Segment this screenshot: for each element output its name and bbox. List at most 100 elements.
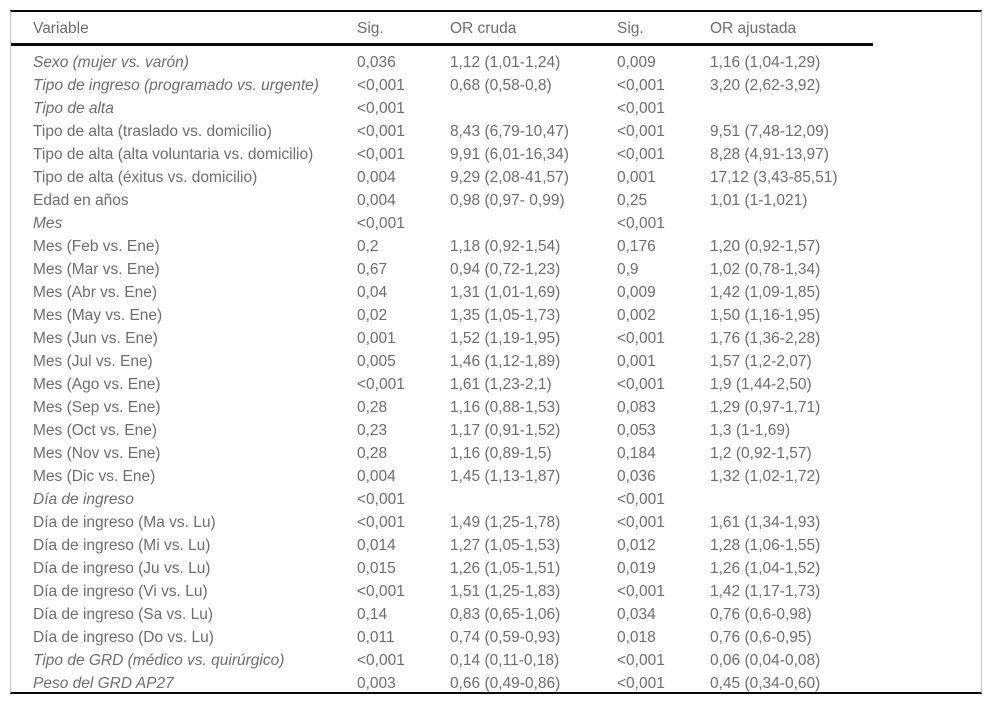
cell-or-ajustada: 1,32 (1,02-1,72) bbox=[710, 467, 821, 485]
cell-sig-ajustada: <0,001 bbox=[617, 214, 665, 232]
cell-or-ajustada: 1,28 (1,06-1,55) bbox=[710, 536, 821, 554]
cell-or-cruda: 1,17 (0,91-1,52) bbox=[450, 421, 561, 439]
cell-or-ajustada: 8,28 (4,91-13,97) bbox=[710, 145, 829, 163]
table-row: Mes (Sep vs. Ene) 0,28 1,16 (0,88-1,53) 0,0… bbox=[11, 396, 981, 419]
cell-or-cruda: 1,61 (1,23-2,1) bbox=[450, 375, 552, 393]
cell-variable: Mes (May vs. Ene) bbox=[33, 306, 163, 324]
cell-variable: Edad en años bbox=[33, 191, 129, 209]
cell-sig-ajustada: <0,001 bbox=[617, 99, 665, 117]
header-row: Variable Sig. OR cruda Sig. OR ajustada bbox=[11, 12, 981, 51]
cell-sig-cruda: 0,015 bbox=[357, 559, 396, 577]
cell-or-ajustada: 1,16 (1,04-1,29) bbox=[710, 53, 821, 71]
cell-or-cruda: 1,46 (1,12-1,89) bbox=[450, 352, 561, 370]
cell-variable: Día de ingreso (Ma vs. Lu) bbox=[33, 513, 216, 531]
cell-variable: Mes (Oct vs. Ene) bbox=[33, 421, 158, 439]
cell-variable: Día de ingreso (Ju vs. Lu) bbox=[33, 559, 211, 577]
cell-sig-cruda: 0,28 bbox=[357, 444, 388, 462]
table-row: Mes (Mar vs. Ene) 0,67 0,94 (0,72-1,23) 0,9… bbox=[11, 258, 981, 281]
cell-sig-cruda: 0,02 bbox=[357, 306, 388, 324]
cell-sig-ajustada: 0,184 bbox=[617, 444, 656, 462]
cell-or-cruda: 1,52 (1,19-1,95) bbox=[450, 329, 561, 347]
cell-sig-ajustada: <0,001 bbox=[617, 582, 665, 600]
cell-or-cruda bbox=[450, 97, 617, 120]
cell-or-ajustada: 1,76 (1,36-2,28) bbox=[710, 329, 821, 347]
cell-or-cruda: 0,94 (0,72-1,23) bbox=[450, 260, 561, 278]
cell-variable: Tipo de alta bbox=[33, 99, 114, 117]
cell-or-ajustada: 1,3 (1-1,69) bbox=[710, 421, 791, 439]
cell-sig-cruda: 0,004 bbox=[357, 168, 396, 186]
table-row: Mes (Jul vs. Ene) 0,005 1,46 (1,12-1,89) 0,… bbox=[11, 350, 981, 373]
cell-sig-cruda: <0,001 bbox=[357, 76, 405, 94]
table-row: Tipo de alta (traslado vs. domicilio) <0,… bbox=[11, 120, 981, 143]
cell-or-cruda: 0,98 (0,97- 0,99) bbox=[450, 191, 565, 209]
cell-sig-cruda: <0,001 bbox=[357, 145, 405, 163]
cell-variable: Día de ingreso (Do vs. Lu) bbox=[33, 628, 214, 646]
cell-or-cruda: 1,18 (0,92-1,54) bbox=[450, 237, 561, 255]
table-row: Día de ingreso (Do vs. Lu) 0,011 0,74 (0,5… bbox=[11, 626, 981, 649]
cell-variable: Tipo de GRD (médico vs. quirúrgico) bbox=[33, 651, 285, 669]
cell-or-cruda: 1,51 (1,25-1,83) bbox=[450, 582, 561, 600]
cell-variable: Mes (Jun vs. Ene) bbox=[33, 329, 158, 347]
table-row: Día de ingreso (Mi vs. Lu) 0,014 1,27 (1,0… bbox=[11, 534, 981, 557]
cell-sig-ajustada: <0,001 bbox=[617, 76, 665, 94]
cell-sig-ajustada: 0,9 bbox=[617, 260, 639, 278]
table-row: Mes (Nov vs. Ene) 0,28 1,16 (0,89-1,5) 0,18… bbox=[11, 442, 981, 465]
cell-or-ajustada: 1,57 (1,2-2,07) bbox=[710, 352, 812, 370]
cell-or-cruda bbox=[450, 488, 617, 511]
table-row: Mes (May vs. Ene) 0,02 1,35 (1,05-1,73) 0,0… bbox=[11, 304, 981, 327]
cell-sig-cruda: 0,004 bbox=[357, 191, 396, 209]
table-row: Mes (Jun vs. Ene) 0,001 1,52 (1,19-1,95) <0… bbox=[11, 327, 981, 350]
col-header-or-ajustada: OR ajustada bbox=[710, 20, 797, 37]
cell-variable: Mes (Nov vs. Ene) bbox=[33, 444, 161, 462]
cell-sig-ajustada: 0,176 bbox=[617, 237, 656, 255]
cell-or-ajustada: 1,50 (1,16-1,95) bbox=[710, 306, 821, 324]
cell-sig-cruda: 0,004 bbox=[357, 467, 396, 485]
cell-or-ajustada: 1,20 (0,92-1,57) bbox=[710, 237, 821, 255]
cell-sig-cruda: 0,28 bbox=[357, 398, 388, 416]
cell-or-ajustada bbox=[710, 488, 981, 511]
table-row: Tipo de alta (alta voluntaria vs. domici… bbox=[11, 143, 981, 166]
cell-or-ajustada: 1,29 (0,97-1,71) bbox=[710, 398, 821, 416]
cell-variable: Mes (Ago vs. Ene) bbox=[33, 375, 161, 393]
cell-sig-cruda: <0,001 bbox=[357, 582, 405, 600]
cell-or-ajustada: 0,76 (0,6-0,95) bbox=[710, 628, 812, 646]
cell-sig-ajustada: 0,012 bbox=[617, 536, 656, 554]
cell-variable: Mes (Abr vs. Ene) bbox=[33, 283, 158, 301]
cell-or-cruda: 0,68 (0,58-0,8) bbox=[450, 76, 552, 94]
cell-variable: Tipo de alta (éxitus vs. domicilio) bbox=[33, 168, 258, 186]
cell-or-cruda: 1,26 (1,05-1,51) bbox=[450, 559, 561, 577]
cell-variable: Tipo de ingreso (programado vs. urgente) bbox=[33, 76, 319, 94]
table-row: Mes (Abr vs. Ene) 0,04 1,31 (1,01-1,69) 0,0… bbox=[11, 281, 981, 304]
cell-sig-ajustada: 0,001 bbox=[617, 168, 656, 186]
table-row: Mes (Feb vs. Ene) 0,2 1,18 (0,92-1,54) 0,17… bbox=[11, 235, 981, 258]
cell-or-ajustada: 3,20 (2,62-3,92) bbox=[710, 76, 821, 94]
cell-sig-cruda: 0,14 bbox=[357, 605, 388, 623]
cell-sig-ajustada: 0,018 bbox=[617, 628, 656, 646]
cell-variable: Día de ingreso bbox=[33, 490, 134, 508]
cell-variable: Día de ingreso (Mi vs. Lu) bbox=[33, 536, 211, 554]
col-header-variable: Variable bbox=[33, 20, 89, 37]
cell-or-ajustada: 0,06 (0,04-0,08) bbox=[710, 651, 821, 669]
cell-variable: Día de ingreso (Sa vs. Lu) bbox=[33, 605, 214, 623]
cell-sig-ajustada: <0,001 bbox=[617, 122, 665, 140]
cell-or-cruda: 1,16 (0,88-1,53) bbox=[450, 398, 561, 416]
cell-variable: Tipo de alta (traslado vs. domicilio) bbox=[33, 122, 272, 140]
cell-or-ajustada: 1,02 (0,78-1,34) bbox=[710, 260, 821, 278]
cell-sig-cruda: 0,005 bbox=[357, 352, 396, 370]
cell-sig-cruda: 0,67 bbox=[357, 260, 388, 278]
table-row: Día de ingreso (Ma vs. Lu) <0,001 1,49 (1,… bbox=[11, 511, 981, 534]
cell-variable: Tipo de alta (alta voluntaria vs. domici… bbox=[33, 145, 314, 163]
cell-sig-cruda: <0,001 bbox=[357, 375, 405, 393]
cell-sig-cruda: 0,04 bbox=[357, 283, 388, 301]
cell-or-cruda: 8,43 (6,79-10,47) bbox=[450, 122, 569, 140]
cell-variable: Peso del GRD AP27 bbox=[33, 674, 174, 692]
cell-sig-cruda: 0,014 bbox=[357, 536, 396, 554]
table-row: Día de ingreso (Vi vs. Lu) <0,001 1,51 (1,… bbox=[11, 580, 981, 603]
table-row: Tipo de alta <0,001 <0,001 bbox=[11, 97, 981, 120]
cell-or-ajustada: 1,01 (1-1,021) bbox=[710, 191, 808, 209]
cell-sig-cruda: 0,2 bbox=[357, 237, 379, 255]
cell-or-ajustada: 1,9 (1,44-2,50) bbox=[710, 375, 812, 393]
table-row: Edad en años 0,004 0,98 (0,97- 0,99) 0,25 1,… bbox=[11, 189, 981, 212]
cell-or-cruda: 1,16 (0,89-1,5) bbox=[450, 444, 552, 462]
cell-sig-ajustada: <0,001 bbox=[617, 145, 665, 163]
